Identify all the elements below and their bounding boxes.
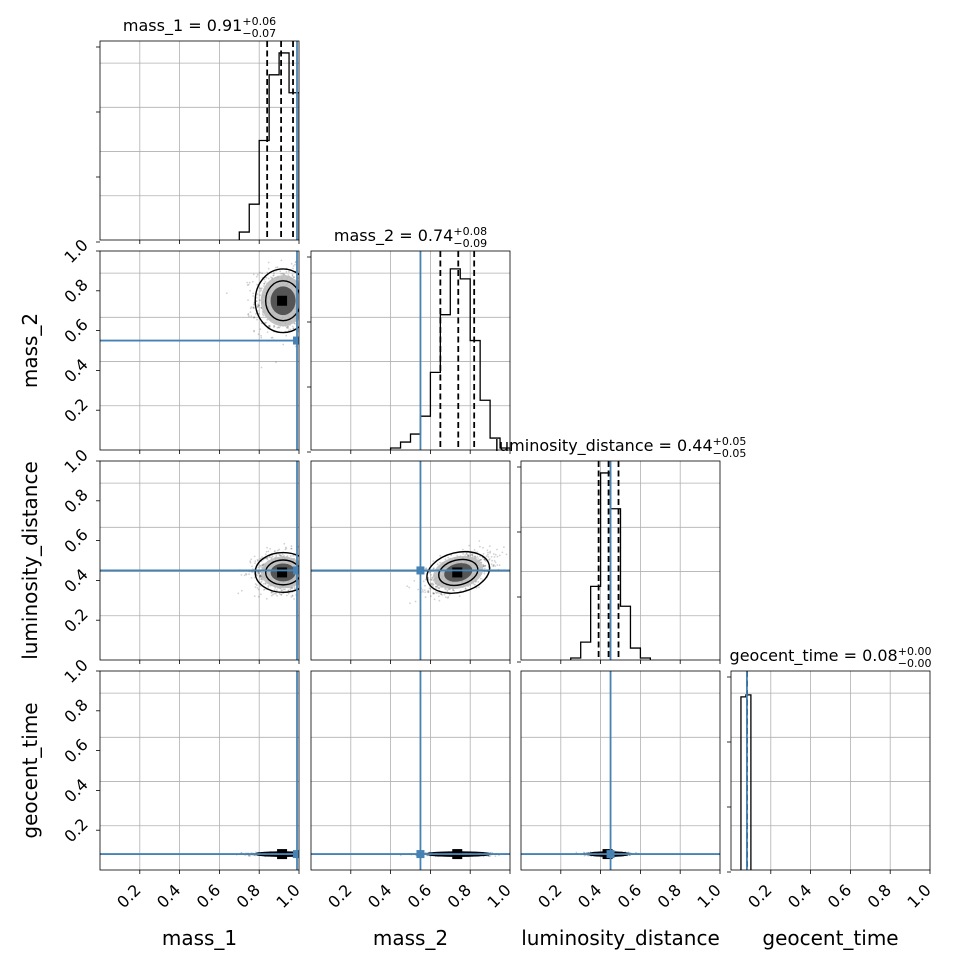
truth-point [293, 566, 299, 575]
contour-2 [254, 551, 299, 594]
x-tick-label: 0.2 [113, 880, 144, 911]
y-tick-label: 0.6 [60, 525, 91, 556]
x-tick-label: 0.2 [324, 880, 355, 911]
y-axis-label-mass_2: mass_2 [18, 313, 42, 388]
x-tick-label: 0.4 [364, 880, 395, 911]
y-tick-label: 1.0 [60, 655, 91, 686]
title-geocent_time: geocent_time = 0.08+0.00 −0.00 [730, 645, 932, 670]
panel-luminosity_distance-vs-luminosity_distance: luminosity_distance = 0.44+0.05 −0.05 [495, 435, 747, 664]
panel-geocent_time-vs-mass_2: 0.2 0.4 0.6 0.8 1.0 mass_2 [310, 670, 515, 950]
x-tick-label: 0.8 [654, 880, 685, 911]
x-tick-label: 0.4 [574, 880, 605, 911]
x-axis-label-mass_1: mass_1 [162, 926, 237, 950]
histogram-geocent_time [740, 694, 752, 870]
x-tick-label: 0.8 [444, 880, 475, 911]
x-tick-label: 1.0 [693, 880, 724, 911]
x-tick-label: 0.6 [193, 880, 224, 911]
panel-mass_2-vs-mass_1: 0.2 0.4 0.6 0.8 1.0 mass_2 [18, 235, 300, 454]
panel-geocent_time-vs-mass_1: 0.2 0.4 0.6 0.8 1.0 mass_1 0.2 0.4 0.6 0.8 1.0 geoc… [18, 655, 304, 950]
x-axis-label-luminosity_distance: luminosity_distance [521, 926, 720, 950]
x-tick-label: 0.2 [534, 880, 565, 911]
panel-luminosity_distance-vs-mass_2 [310, 460, 511, 664]
y-tick-label: 0.8 [60, 485, 91, 516]
histogram-mass_2 [389, 268, 510, 450]
density-peak [277, 295, 288, 306]
y-tick-label: 0.8 [60, 275, 91, 306]
contour-1 [264, 559, 299, 586]
truth-point [416, 850, 425, 859]
x-tick-label: 0.6 [824, 880, 855, 911]
y-tick-label: 0.4 [60, 775, 91, 806]
histogram-mass_1 [238, 52, 299, 240]
contour-2 [426, 550, 491, 594]
x-tick-label: 1.0 [903, 880, 934, 911]
panel-geocent_time-vs-geocent_time: geocent_time = 0.08+0.00 −0.00 0.2 0.4 0.6 0.… [727, 645, 935, 950]
panel-frame [99, 670, 300, 871]
truth-point [293, 850, 299, 859]
y-axis-label-geocent_time: geocent_time [18, 702, 42, 838]
title-luminosity_distance: luminosity_distance = 0.44+0.05 −0.05 [495, 435, 747, 460]
density-peak [277, 567, 288, 578]
panel-frame [99, 250, 300, 451]
x-tick-label: 0.2 [744, 880, 775, 911]
panel-frame [520, 460, 721, 661]
panel-frame [99, 460, 300, 661]
truth-point [293, 336, 299, 345]
x-tick-label: 0.8 [864, 880, 895, 911]
y-tick-label: 0.4 [60, 565, 91, 596]
contour-1 [264, 280, 299, 322]
x-axis-label-geocent_time: geocent_time [762, 926, 898, 950]
panel-geocent_time-vs-luminosity_distance: 0.2 0.4 0.6 0.8 1.0 luminosity_distance [520, 670, 725, 950]
panel-frame [310, 460, 511, 661]
y-tick-label: 0.2 [60, 815, 91, 846]
title-mass_2: mass_2 = 0.74+0.08 −0.09 [334, 225, 487, 250]
y-tick-label: 0.2 [60, 605, 91, 636]
x-axis-label-mass_2: mass_2 [373, 926, 448, 950]
panel-frame [310, 670, 511, 871]
y-tick-label: 0.2 [60, 395, 91, 426]
x-tick-label: 0.8 [233, 880, 264, 911]
x-tick-label: 1.0 [483, 880, 514, 911]
x-tick-label: 0.6 [614, 880, 645, 911]
contour-2 [254, 268, 299, 334]
contour-1 [438, 558, 479, 587]
density-peak [452, 567, 463, 578]
y-tick-label: 0.6 [60, 315, 91, 346]
panel-frame [310, 250, 511, 451]
panel-mass_1-vs-mass_1: mass_1 = 0.91+0.06 −0.07 [96, 15, 300, 244]
truth-point [606, 850, 615, 859]
x-tick-label: 0.4 [153, 880, 184, 911]
truth-point [416, 566, 425, 575]
panel-frame [730, 670, 931, 871]
x-tick-label: 0.6 [404, 880, 435, 911]
x-tick-label: 0.4 [784, 880, 815, 911]
y-tick-label: 1.0 [60, 445, 91, 476]
panel-frame [99, 40, 300, 241]
y-tick-label: 1.0 [60, 235, 91, 266]
y-tick-label: 0.4 [60, 355, 91, 386]
panel-frame [520, 670, 721, 871]
y-axis-label-luminosity_distance: luminosity_distance [18, 461, 42, 660]
x-tick-label: 1.0 [272, 880, 303, 911]
y-tick-label: 0.8 [60, 695, 91, 726]
panel-mass_2-vs-mass_2: mass_2 = 0.74+0.08 −0.09 [307, 225, 511, 454]
panel-luminosity_distance-vs-mass_1: 0.2 0.4 0.6 0.8 1.0 luminosity_distance [18, 445, 300, 664]
y-tick-label: 0.6 [60, 735, 91, 766]
title-mass_1: mass_1 = 0.91+0.06 −0.07 [123, 15, 276, 40]
